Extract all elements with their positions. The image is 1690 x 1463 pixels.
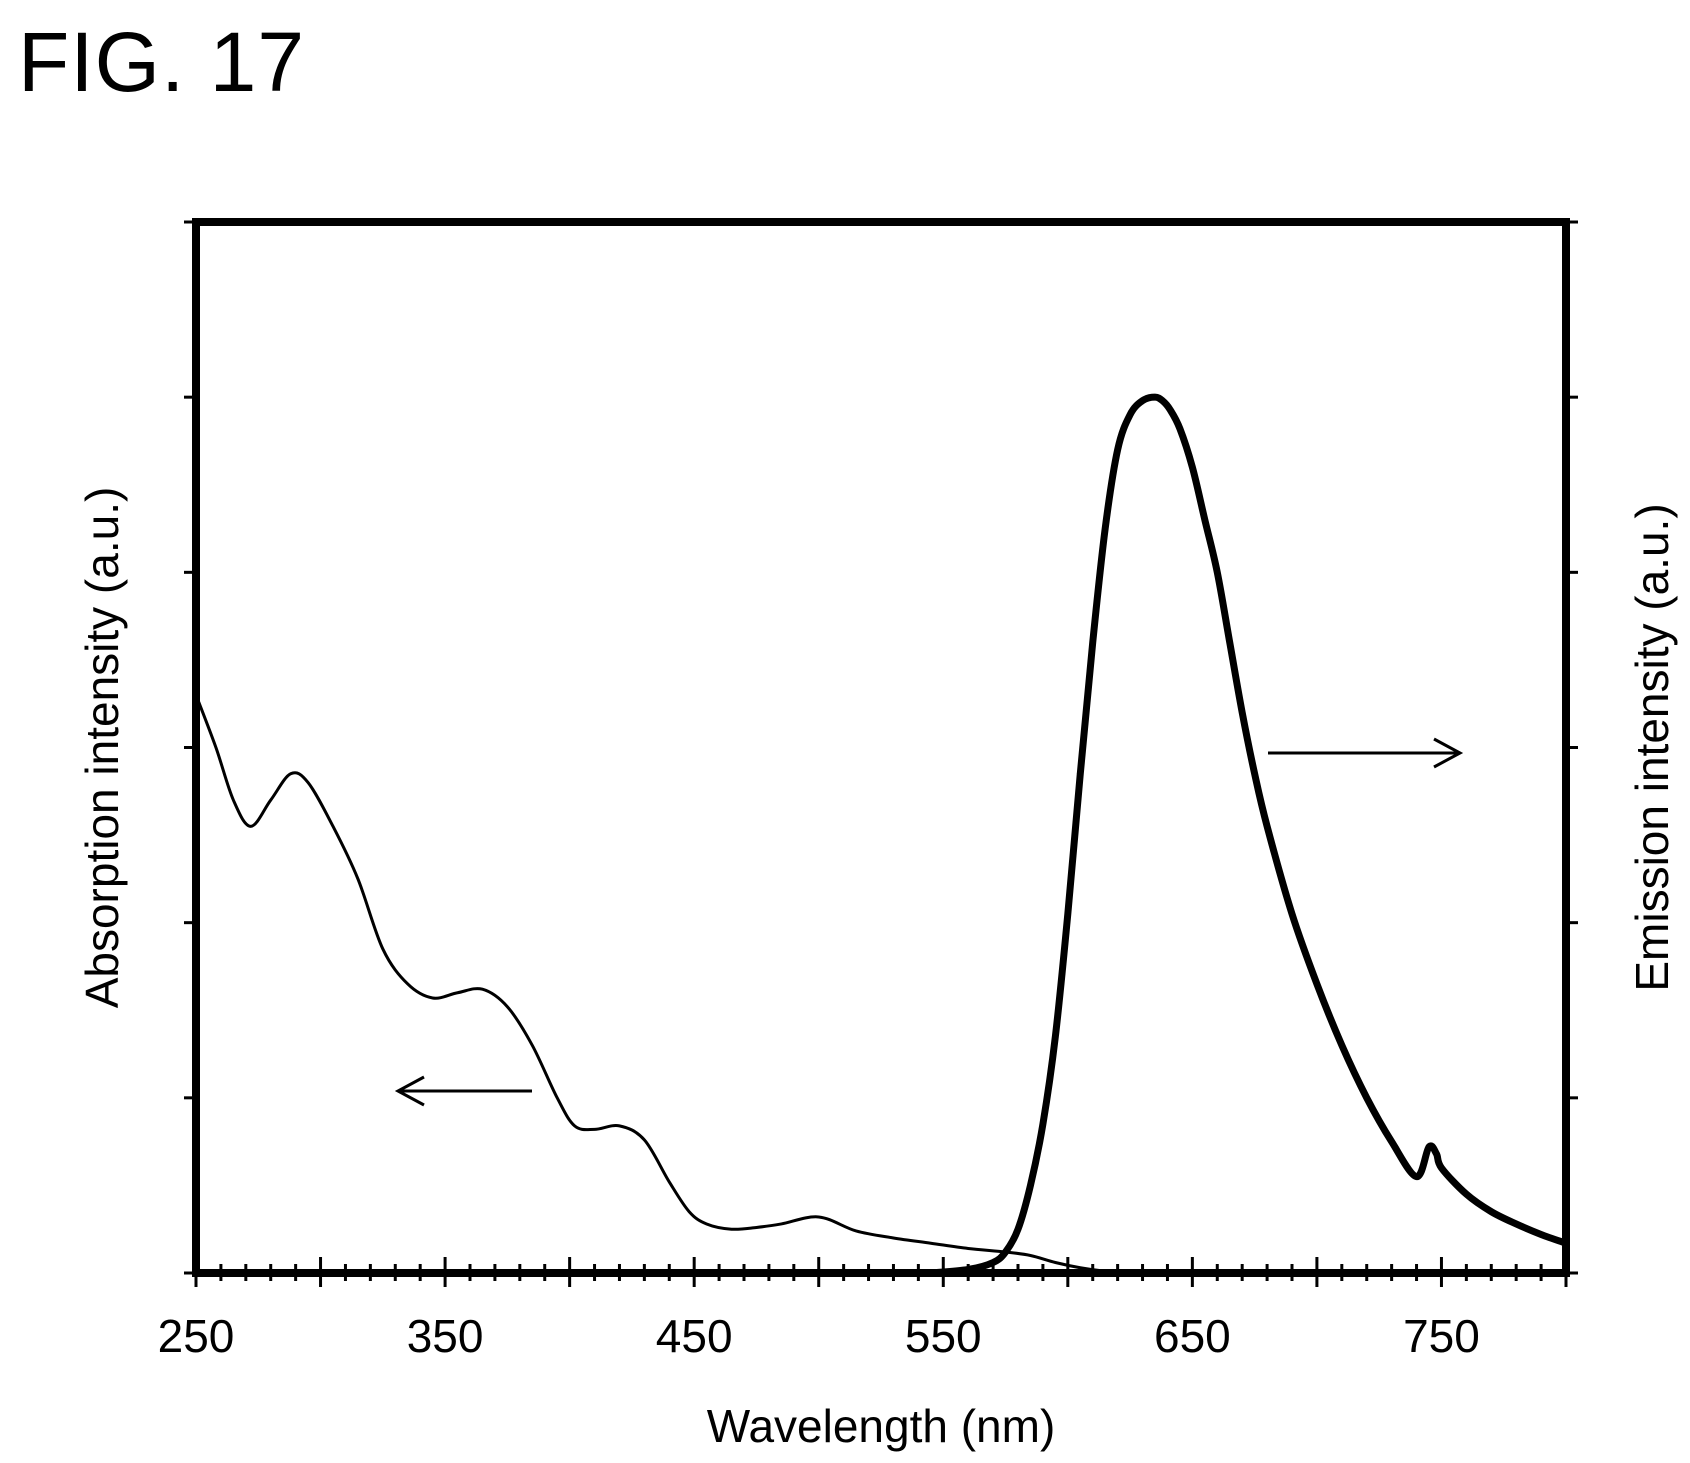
y-axis-label-left: Absorption intensity (a.u.) <box>76 487 128 1009</box>
emission-axis-arrow <box>1268 737 1464 769</box>
x-tick-label: 550 <box>905 1310 982 1362</box>
x-tick-label: 350 <box>407 1310 484 1362</box>
x-tick-labels: 250 350 450 550 650 750 <box>158 1310 1480 1362</box>
x-axis-label: Wavelength (nm) <box>707 1400 1056 1452</box>
x-tick-label: 750 <box>1403 1310 1480 1362</box>
y-axis-label-right: Emission intensity (a.u.) <box>1626 503 1678 991</box>
arrow-head <box>1433 737 1464 769</box>
plot-frame <box>192 218 1570 1277</box>
axis-arrows <box>394 737 1464 1107</box>
absorption-axis-arrow <box>394 1075 532 1107</box>
series-lines <box>194 393 1568 1277</box>
absorption-series-line <box>194 694 1131 1275</box>
figure-label: FIG. 17 <box>18 15 306 109</box>
emission-series-line <box>930 393 1568 1277</box>
x-tick-label: 650 <box>1154 1310 1231 1362</box>
arrow-head <box>394 1075 425 1107</box>
x-tick-label: 250 <box>158 1310 235 1362</box>
x-tick-label: 450 <box>656 1310 733 1362</box>
